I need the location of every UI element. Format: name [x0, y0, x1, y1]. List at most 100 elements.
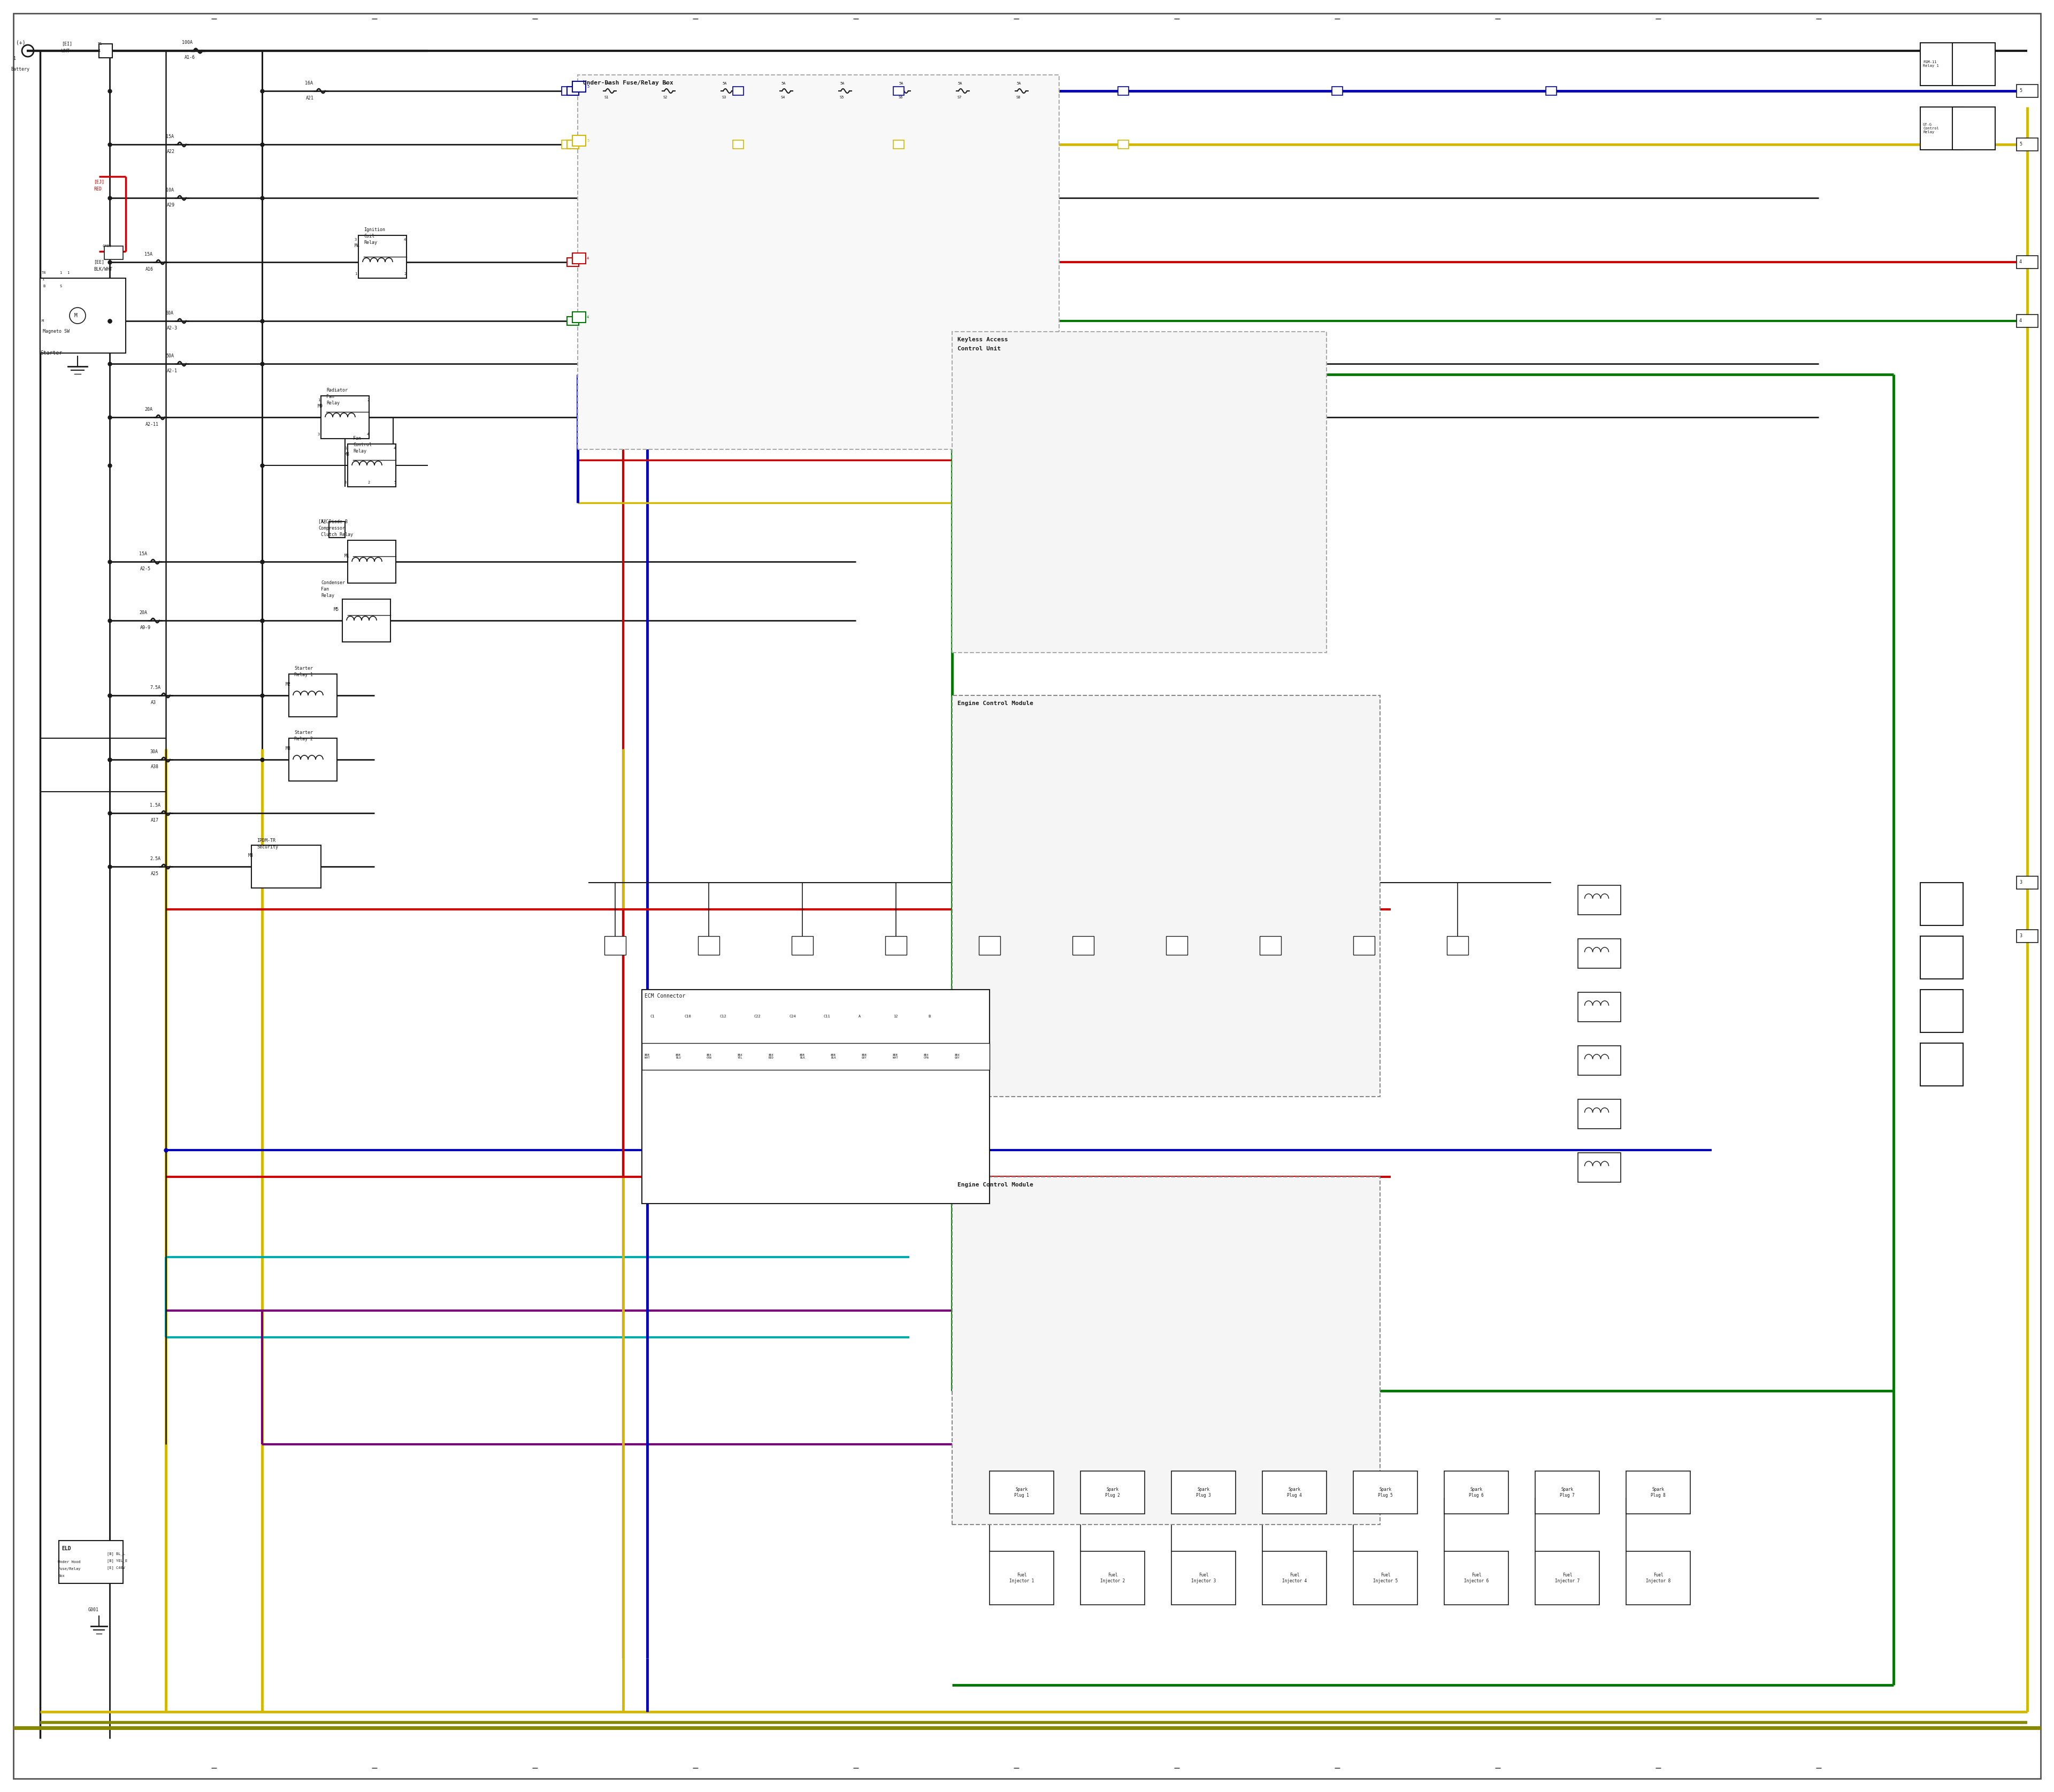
Bar — [561, 86, 573, 95]
Text: Fuel
Injector 4: Fuel Injector 4 — [1282, 1573, 1306, 1582]
Text: 5A: 5A — [723, 82, 727, 84]
Text: Engine Control Module: Engine Control Module — [957, 701, 1033, 706]
Bar — [105, 246, 123, 260]
Bar — [953, 695, 1380, 1097]
Bar — [1534, 1552, 1600, 1606]
Bar — [573, 312, 585, 323]
Text: A2-3: A2-3 — [166, 326, 177, 330]
Text: 2: 2 — [368, 480, 370, 484]
Text: [B] BL_L: [B] BL_L — [107, 1552, 125, 1555]
Text: C11: C11 — [824, 1014, 830, 1018]
Text: 8R4
CRN: 8R4 CRN — [707, 1054, 713, 1059]
Bar — [1117, 86, 1128, 95]
Text: Spark
Plug 1: Spark Plug 1 — [1015, 1487, 1029, 1498]
Bar — [893, 140, 904, 149]
Text: 8RB
BLK: 8RB BLK — [799, 1054, 805, 1059]
Text: 8R4
GRY: 8R4 GRY — [955, 1054, 959, 1059]
Text: 5A: 5A — [900, 82, 904, 84]
Bar — [1920, 935, 1964, 978]
Text: ECM Connector: ECM Connector — [645, 993, 686, 998]
Text: S2: S2 — [663, 95, 668, 99]
Bar — [2017, 315, 2038, 328]
Bar — [1577, 993, 1621, 1021]
Text: Magneto SW: Magneto SW — [43, 330, 70, 333]
Text: S1: S1 — [604, 95, 608, 99]
Bar — [99, 43, 113, 57]
Bar — [41, 278, 125, 353]
Text: Control Unit: Control Unit — [957, 346, 1000, 351]
Text: A16: A16 — [146, 267, 154, 271]
Text: FGM-11
Relay 1: FGM-11 Relay 1 — [1923, 61, 1939, 68]
Bar — [990, 1471, 1054, 1514]
Bar — [641, 989, 990, 1204]
Text: A29: A29 — [166, 202, 175, 208]
Text: Ignition: Ignition — [364, 228, 386, 233]
Text: T4: T4 — [41, 271, 47, 274]
Text: ELD: ELD — [62, 1546, 72, 1552]
Text: A2-5: A2-5 — [140, 566, 150, 572]
Text: 8R4
CPN: 8R4 CPN — [924, 1054, 928, 1059]
Text: A: A — [859, 1014, 861, 1018]
Text: 1: 1 — [60, 271, 62, 274]
Bar — [1080, 1471, 1144, 1514]
Text: A22: A22 — [166, 149, 175, 154]
Text: Fuel
Injector 6: Fuel Injector 6 — [1465, 1573, 1489, 1582]
Bar — [1072, 935, 1095, 955]
Text: M3: M3 — [249, 853, 253, 858]
Bar — [1577, 1152, 1621, 1183]
Text: T1: T1 — [99, 43, 103, 45]
Bar — [347, 539, 396, 582]
Text: Condenser: Condenser — [320, 581, 345, 586]
Bar — [1444, 1471, 1508, 1514]
Bar — [1920, 108, 1964, 151]
Text: 4: 4 — [405, 238, 407, 242]
Text: S6: S6 — [900, 95, 904, 99]
Text: Fuel
Injector 3: Fuel Injector 3 — [1191, 1573, 1216, 1582]
Text: [X] Diode B: [X] Diode B — [318, 520, 347, 523]
Text: 15A: 15A — [166, 134, 175, 138]
Text: BLK/WHT: BLK/WHT — [94, 267, 113, 271]
Text: 2: 2 — [368, 398, 370, 401]
Text: 5A: 5A — [663, 82, 668, 84]
Text: S4: S4 — [781, 95, 785, 99]
Bar — [980, 935, 1000, 955]
Bar — [1167, 935, 1187, 955]
Text: Relay: Relay — [353, 450, 366, 453]
Text: 5: 5 — [587, 84, 589, 88]
Bar — [1171, 1471, 1237, 1514]
Text: 20A: 20A — [144, 407, 152, 412]
Bar — [320, 396, 370, 439]
Bar — [60, 1541, 123, 1584]
Text: Keyless Access: Keyless Access — [957, 337, 1009, 342]
Text: 60A: 60A — [166, 310, 175, 315]
Bar — [290, 738, 337, 781]
Text: 8RB
WHT: 8RB WHT — [645, 1054, 649, 1059]
Text: 4: 4 — [2019, 260, 2021, 265]
Text: B: B — [928, 1014, 930, 1018]
Bar — [347, 444, 396, 487]
Text: Battery: Battery — [10, 66, 29, 72]
Text: 2.5A: 2.5A — [150, 857, 160, 860]
Text: 3: 3 — [345, 480, 347, 484]
Text: 5: 5 — [2019, 142, 2021, 147]
Bar — [567, 140, 579, 149]
Text: G001: G001 — [88, 1607, 99, 1613]
Text: Spark
Plug 4: Spark Plug 4 — [1288, 1487, 1302, 1498]
Bar — [1577, 939, 1621, 968]
Bar — [573, 136, 585, 145]
Text: 5A: 5A — [1017, 82, 1021, 84]
Text: A2-1: A2-1 — [166, 369, 177, 373]
Text: 5A: 5A — [604, 82, 608, 84]
Text: M2: M2 — [286, 683, 292, 686]
Text: 50A: 50A — [166, 353, 175, 358]
Text: Clutch Relay: Clutch Relay — [320, 532, 353, 538]
Bar — [1259, 935, 1282, 955]
Bar — [2017, 138, 2038, 151]
Text: GT-G
Control
Relay: GT-G Control Relay — [1923, 124, 1939, 134]
Text: 2: 2 — [405, 272, 407, 276]
Text: 30A: 30A — [150, 749, 158, 754]
Text: 4: 4 — [587, 256, 589, 260]
Text: Fuel
Injector 7: Fuel Injector 7 — [1555, 1573, 1580, 1582]
Text: 4: 4 — [368, 432, 370, 435]
Text: Fuel
Injector 1: Fuel Injector 1 — [1009, 1573, 1033, 1582]
